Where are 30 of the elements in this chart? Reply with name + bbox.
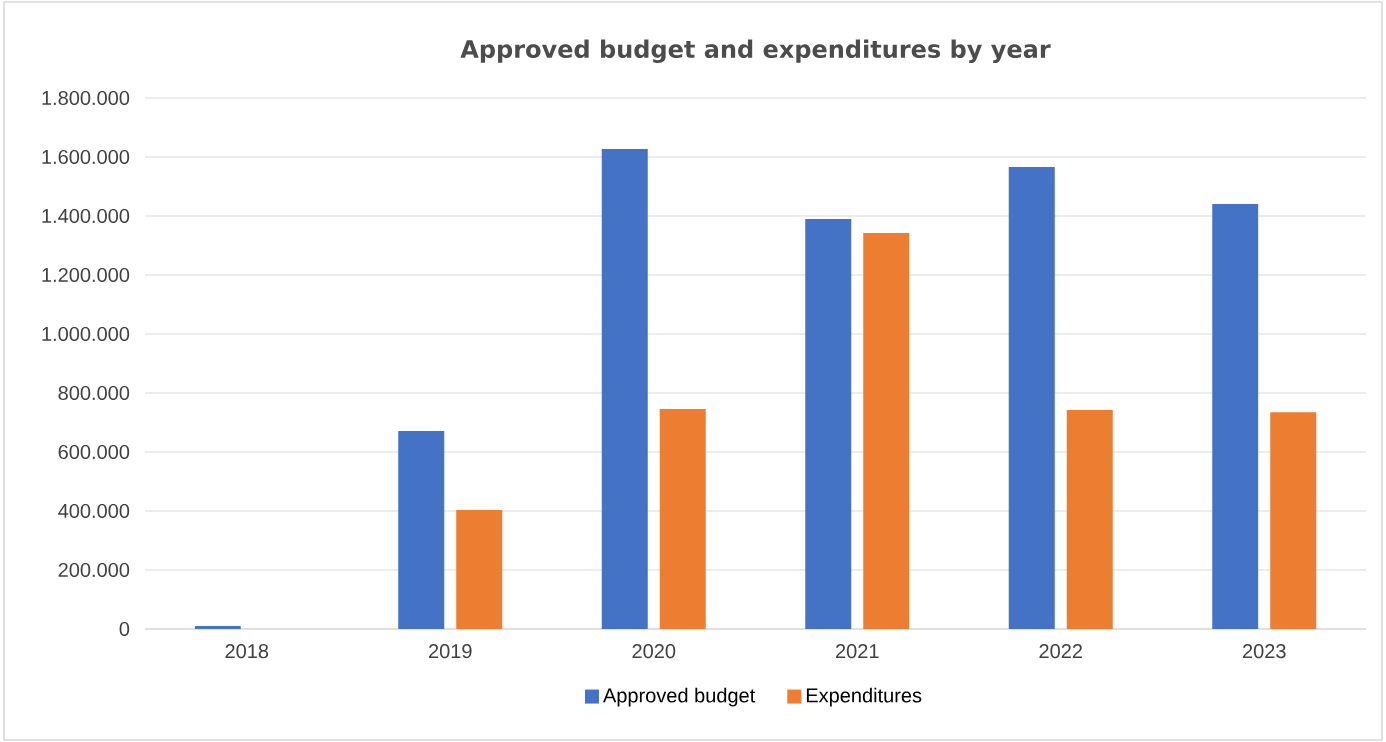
y-tick-label: 1.400.000 (42, 208, 130, 224)
legend-label: Expenditures (806, 687, 922, 707)
x-tick-label: 2019 (429, 644, 472, 659)
y-tick-label: 1.000.000 (42, 326, 130, 342)
bar (456, 510, 503, 629)
bar (805, 218, 852, 629)
x-tick-label: 2021 (836, 644, 879, 659)
chart-title: Approved budget and expenditures by year (460, 39, 1051, 63)
x-tick-label: 2023 (1243, 644, 1286, 659)
x-tick-label: 2022 (1039, 644, 1082, 659)
y-tick-label: 200.000 (58, 562, 130, 578)
y-tick-label: 0 (119, 621, 130, 637)
bar (863, 233, 910, 629)
x-tick-label: 2020 (632, 644, 676, 659)
bar (398, 431, 445, 629)
legend-label: Approved budget (602, 687, 756, 707)
y-tick-label: 600.000 (58, 444, 130, 460)
bar (1008, 167, 1055, 629)
x-tick-label: 2018 (225, 644, 269, 659)
y-tick-label: 1.800.000 (42, 90, 130, 106)
bar (194, 626, 241, 629)
bar (1270, 412, 1317, 629)
bar (659, 408, 706, 629)
bar (601, 149, 648, 629)
y-tick-label: 400.000 (58, 503, 130, 519)
bar (1212, 203, 1259, 629)
y-tick-label: 1.600.000 (42, 149, 130, 165)
bar (1066, 410, 1113, 629)
y-tick-label: 800.000 (58, 385, 130, 401)
y-tick-label: 1.200.000 (42, 267, 130, 283)
